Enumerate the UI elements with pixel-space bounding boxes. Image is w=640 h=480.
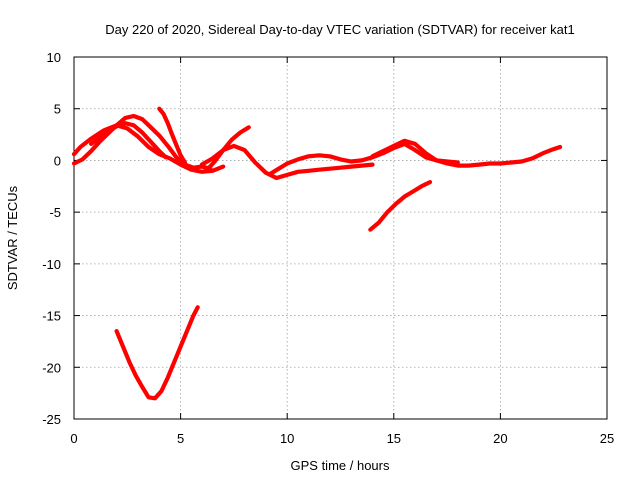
y-tick-label: 10 [47,50,61,65]
series-line-satellite-track-6 [204,125,251,173]
x-tick-label: 25 [600,431,614,446]
y-tick-label: -5 [49,205,61,220]
y-tick-label: -10 [42,257,61,272]
grid [74,57,607,419]
y-tick-label: 0 [54,153,61,168]
series-line-satellite-track-9 [368,180,433,232]
x-axis-label: GPS time / hours [291,458,390,473]
series-line-satellite-track-1 [71,123,226,174]
series-line-satellite-track-3 [88,121,168,160]
plot-frame [73,56,608,420]
chart-title: Day 220 of 2020, Sidereal Day-to-day VTE… [105,22,574,37]
series-line-satellite-track-4 [157,106,187,165]
x-tick-label: 0 [70,431,77,446]
x-tick-label: 15 [387,431,401,446]
x-tick-label: 5 [177,431,184,446]
series-line-satellite-track-8 [370,138,563,168]
axis-ticks: 0 5 10 15 20 25 -25 -20 -15 -10 -5 0 5 10 [42,50,614,446]
y-tick-label: 5 [54,102,61,117]
series-line-satellite-track-7 [268,141,460,176]
y-tick-label: -25 [42,412,61,427]
series-line-satellite-track-2 [71,113,213,171]
x-tick-label: 20 [493,431,507,446]
series-line-satellite-track-5 [199,143,375,181]
series-line-satellite-track-10 [114,305,200,401]
y-tick-label: -20 [42,360,61,375]
y-tick-label: -15 [42,309,61,324]
x-tick-label: 10 [280,431,294,446]
series-group [71,106,563,401]
y-axis-label: SDTVAR / TECUs [5,185,20,290]
